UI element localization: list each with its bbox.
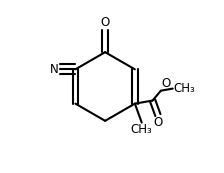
Text: N: N [50,63,59,76]
Text: O: O [162,77,171,90]
Text: CH₃: CH₃ [131,123,153,136]
Text: CH₃: CH₃ [173,82,195,95]
Text: O: O [101,16,110,29]
Text: O: O [153,116,163,129]
